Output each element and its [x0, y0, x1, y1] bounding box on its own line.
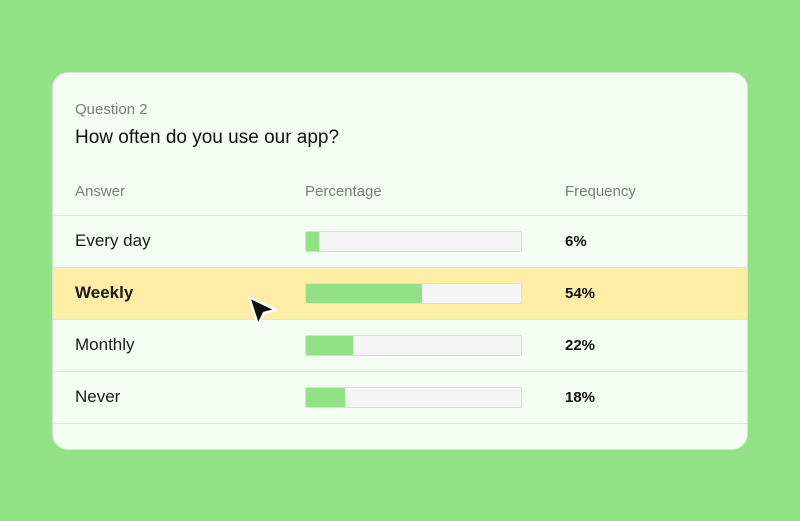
percentage-bar-fill	[306, 388, 345, 407]
answer-label: Never	[75, 387, 121, 406]
frequency-value: 22%	[565, 337, 596, 354]
table-row[interactable]: Never 18%	[53, 371, 747, 424]
percentage-bar-fill	[306, 284, 423, 303]
frequency-value: 6%	[565, 233, 587, 250]
table-row[interactable]: Every day 6%	[53, 215, 747, 267]
header-frequency: Frequency	[565, 183, 636, 200]
percentage-bar-fill	[306, 336, 354, 355]
percentage-bar	[305, 335, 522, 356]
question-label: Question 2	[75, 101, 148, 118]
answer-label: Monthly	[75, 335, 135, 354]
survey-card: Question 2 How often do you use our app?…	[52, 72, 748, 450]
answer-label: Every day	[75, 231, 151, 250]
table-row[interactable]: Weekly 54%	[53, 267, 747, 319]
percentage-bar	[305, 231, 522, 252]
percentage-bar	[305, 387, 522, 408]
header-answer: Answer	[75, 183, 126, 200]
results-table: Every day 6% Weekly 54% Monthly 22% Neve…	[53, 215, 747, 424]
table-row[interactable]: Monthly 22%	[53, 319, 747, 371]
percentage-bar-fill	[306, 232, 319, 251]
mouse-pointer-icon	[247, 295, 278, 327]
answer-label: Weekly	[75, 283, 134, 302]
percentage-bar	[305, 283, 522, 304]
frequency-value: 54%	[565, 285, 596, 302]
header-percentage: Percentage	[305, 183, 382, 200]
question-title: How often do you use our app?	[75, 127, 340, 148]
frequency-value: 18%	[565, 389, 596, 406]
